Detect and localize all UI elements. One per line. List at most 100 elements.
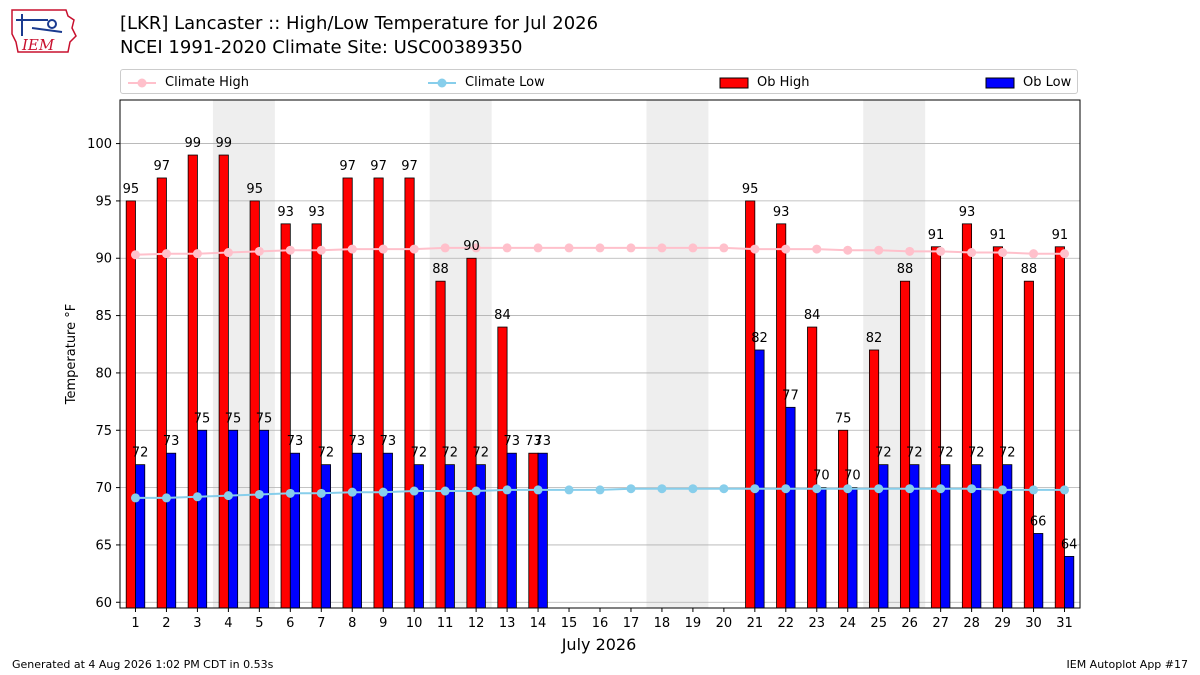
- ob-low-label: 72: [411, 446, 428, 461]
- ob-low-label: 73: [503, 434, 520, 449]
- ob-high-bar: [466, 257, 477, 609]
- x-tick-label: 23: [809, 616, 826, 631]
- ob-high-label: 88: [1021, 262, 1038, 277]
- title-line-1: [LKR] Lancaster :: High/Low Temperature …: [120, 13, 599, 34]
- ob-low-label: 70: [813, 469, 830, 484]
- ob-low-label: 72: [473, 446, 490, 461]
- x-tick-label: 12: [468, 616, 485, 631]
- ob-high-bar: [838, 429, 849, 609]
- ob-high-bar: [125, 200, 136, 609]
- x-tick-label: 15: [561, 616, 578, 631]
- climate-low-point: [378, 487, 388, 497]
- climate-high-point: [750, 244, 760, 254]
- x-tick-label: 20: [716, 616, 733, 631]
- ob-high-label: 84: [494, 308, 511, 323]
- ob-high-label: 95: [123, 182, 140, 197]
- weekend-shade: [646, 100, 709, 608]
- ob-low-bar: [444, 464, 455, 609]
- climate-low-point: [254, 489, 264, 499]
- x-tick-label: 19: [685, 616, 702, 631]
- ob-high-bar: [249, 200, 260, 609]
- ob-low-bar: [754, 349, 765, 609]
- x-tick-label: 13: [499, 616, 516, 631]
- climate-high-point: [533, 243, 543, 253]
- y-tick-label: 70: [95, 481, 112, 496]
- climate-low-point: [719, 484, 729, 494]
- ob-high-label: 95: [246, 182, 263, 197]
- climate-high-point: [1060, 249, 1070, 259]
- ob-high-bar: [528, 452, 539, 609]
- climate-high-point: [719, 243, 729, 253]
- climate-low-point: [936, 484, 946, 494]
- ob-high-bar: [311, 223, 322, 609]
- ob-low-bar: [227, 429, 239, 609]
- y-tick-label: 85: [95, 309, 112, 324]
- ob-high-bar: [745, 200, 756, 609]
- ob-low-bar: [135, 464, 146, 609]
- climate-high-point: [161, 249, 171, 259]
- climate-low-point: [750, 484, 760, 494]
- title-line-2: NCEI 1991-2020 Climate Site: USC00389350: [120, 37, 523, 58]
- climate-low-point: [285, 488, 295, 498]
- ob-low-label: 73: [163, 434, 180, 449]
- footer-generated: Generated at 4 Aug 2026 1:02 PM CDT in 0…: [12, 658, 274, 671]
- footer-app: IEM Autoplot App #17: [1066, 658, 1189, 671]
- climate-low-point: [967, 484, 977, 494]
- climate-low-point: [130, 493, 140, 503]
- climate-low-point: [564, 485, 574, 495]
- climate-low-point: [812, 484, 822, 494]
- x-tick-label: 26: [901, 616, 918, 631]
- x-tick-label: 28: [963, 616, 980, 631]
- climate-high-point: [626, 243, 636, 253]
- climate-high-point: [409, 244, 419, 254]
- ob-high-label: 91: [1052, 228, 1069, 243]
- y-tick-label: 60: [95, 596, 112, 611]
- climate-high-point: [254, 246, 264, 256]
- climate-low-point: [161, 493, 171, 503]
- data-labels: 95 72 97 73 99 75 99 75 95 75 93 73 93 72 97 73 97 73 97 72…: [123, 136, 1078, 552]
- ob-low-label: 72: [132, 446, 149, 461]
- ob-low-swatch-icon: [985, 77, 1015, 88]
- ob-high-label: 97: [401, 159, 418, 174]
- ob-high-bar: [776, 223, 787, 609]
- ob-high-label: 75: [835, 411, 852, 426]
- ob-low-label: 82: [751, 331, 768, 346]
- climate-high-point: [905, 246, 915, 256]
- ob-low-label: 72: [318, 446, 335, 461]
- ob-high-label: 90: [463, 239, 480, 254]
- x-tick-label: 25: [870, 616, 887, 631]
- ob-high-bar: [497, 326, 508, 609]
- ob-high-bar: [373, 177, 384, 609]
- climate-high-point: [316, 245, 326, 255]
- ob-low-bar: [475, 464, 486, 609]
- climate-high-point: [223, 248, 233, 258]
- ob-low-bar: [785, 406, 796, 609]
- ob-low-label: 72: [999, 446, 1016, 461]
- x-tick-label: 7: [317, 616, 325, 631]
- ob-high-label: 91: [928, 228, 945, 243]
- climate-high-point: [1029, 249, 1039, 259]
- ob-high-bar: [156, 177, 167, 609]
- ob-low-bar: [413, 464, 424, 609]
- climate-low-point: [533, 485, 543, 495]
- y-axis-label: Temperature °F: [64, 304, 79, 405]
- ob-low-bar: [1033, 533, 1044, 609]
- iem-logo: IEM: [11, 9, 77, 54]
- x-tick-label: 11: [437, 616, 454, 631]
- y-tick-label: 100: [87, 137, 112, 152]
- ob-high-bar: [435, 280, 446, 609]
- legend-item-ob-high: Ob High: [719, 70, 810, 95]
- x-tick-label: 4: [224, 616, 232, 631]
- climate-low-point: [874, 484, 884, 494]
- climate-high-point: [781, 244, 791, 254]
- x-tick-label: 1: [131, 616, 139, 631]
- x-tick-label: 3: [193, 616, 201, 631]
- climate-low-point: [626, 484, 636, 494]
- y-tick-label: 80: [95, 366, 112, 381]
- ob-low-bar: [351, 452, 362, 609]
- ob-low-label: 64: [1061, 537, 1078, 552]
- ob-low-bar: [847, 487, 858, 609]
- x-tick-label: 17: [623, 616, 640, 631]
- ob-high-label: 84: [804, 308, 821, 323]
- x-tick-label: 5: [255, 616, 263, 631]
